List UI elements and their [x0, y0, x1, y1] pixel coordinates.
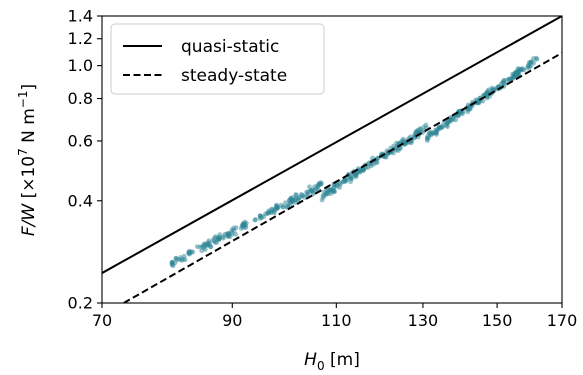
- scatter-point: [316, 182, 321, 187]
- y-tick-label: 0.4: [68, 191, 93, 210]
- scatter-point: [382, 154, 388, 160]
- scatter-point: [353, 172, 359, 177]
- scatter-point: [534, 55, 539, 61]
- x-tick-label: 110: [321, 311, 352, 330]
- scatter-point: [512, 70, 518, 76]
- scatter-point: [280, 204, 286, 210]
- scatter-point: [455, 112, 461, 118]
- x-axis-label: H0 [m]: [304, 350, 360, 373]
- scatter-point: [526, 60, 532, 66]
- x-tick-label: 90: [222, 311, 242, 330]
- scatter-point: [208, 244, 214, 250]
- steady-state-line: [123, 52, 562, 303]
- scatter-point: [467, 106, 473, 112]
- scatter-point: [304, 189, 309, 195]
- y-tick-label: 1.0: [68, 56, 93, 75]
- scatter-point: [425, 138, 430, 143]
- scatter-point: [295, 197, 301, 202]
- scatter-point: [314, 186, 319, 192]
- x-tick-label: 150: [482, 311, 513, 330]
- scatter-point: [233, 231, 239, 237]
- scatter-point: [421, 124, 427, 130]
- scatter-point: [266, 210, 272, 216]
- scatter-point: [310, 187, 315, 193]
- scatter-point: [319, 197, 325, 203]
- scatter-point: [179, 258, 185, 263]
- scatter-point: [331, 185, 337, 191]
- model-lines: [102, 16, 562, 303]
- scatter-point: [415, 129, 421, 135]
- legend-label-steady-state: steady-state: [181, 66, 287, 86]
- scatter-point: [199, 244, 205, 249]
- x-tick-label: 170: [547, 311, 578, 330]
- scatter-point: [334, 182, 340, 187]
- scatter-point: [448, 117, 454, 123]
- scatter-point: [358, 168, 364, 173]
- scatter-point: [374, 160, 379, 166]
- scatter-point: [216, 236, 222, 242]
- scatter-point: [233, 225, 239, 231]
- scatter-point: [224, 231, 230, 237]
- scatter-point: [240, 221, 246, 227]
- y-tick-label: 1.4: [68, 7, 93, 26]
- y-axis-label: F/W [×107 N m−1]: [16, 84, 39, 236]
- scatter-point: [274, 202, 279, 208]
- scatter-point: [348, 176, 353, 182]
- scatter-point: [253, 217, 258, 222]
- scatter-point: [341, 179, 346, 185]
- x-tick-label: 130: [408, 311, 439, 330]
- y-axis: 0.2 0.4 0.6 0.8 1.0 1.2 1.4: [68, 7, 102, 313]
- scatter-point: [293, 192, 299, 198]
- scatter-point: [269, 206, 275, 212]
- y-tick-label: 1.2: [68, 29, 93, 48]
- scatter-point: [212, 240, 218, 245]
- scatter-point: [172, 260, 178, 266]
- y-tick-label: 0.2: [68, 294, 93, 313]
- y-tick-label: 0.8: [68, 89, 93, 108]
- plot-frame: [101, 15, 563, 304]
- scatter-point: [190, 249, 196, 255]
- scatter-point: [394, 140, 399, 146]
- scatter-point: [229, 231, 235, 237]
- scatter-point: [499, 81, 504, 86]
- scatter-point: [173, 255, 179, 261]
- legend-box: [110, 23, 325, 95]
- x-axis: 70 90 110 130 150 170: [92, 303, 577, 330]
- scatter-point: [425, 133, 430, 139]
- quasi-static-line: [102, 16, 562, 274]
- scatter-point: [287, 201, 293, 207]
- scatter-point: [326, 187, 331, 193]
- scatter-point: [331, 189, 336, 195]
- y-tick-label: 0.6: [68, 131, 93, 150]
- scatter-point: [259, 215, 264, 221]
- scatter-point: [506, 77, 512, 82]
- scatter-point: [417, 126, 423, 132]
- x-tick-label: 70: [92, 311, 112, 330]
- scatter-point: [434, 129, 440, 134]
- scatter-point: [220, 234, 226, 240]
- legend-label-quasi-static: quasi-static: [181, 37, 279, 57]
- scatter-point: [289, 196, 295, 202]
- legend: quasi-static steady-state: [110, 23, 325, 95]
- scatter-point: [282, 200, 288, 206]
- scatter-point: [436, 124, 442, 130]
- scatter-point: [325, 191, 330, 197]
- scatter-point: [307, 184, 312, 190]
- scatter-point: [453, 117, 458, 123]
- scatter-points: [169, 55, 540, 268]
